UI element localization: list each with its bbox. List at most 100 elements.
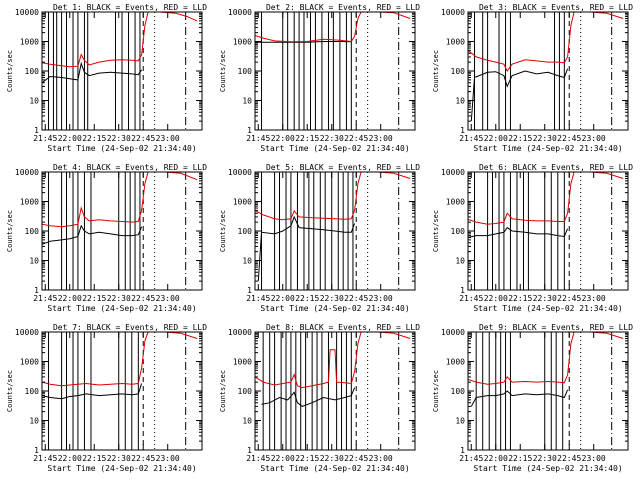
x-axis-label: Start Time (24-Sep-02 21:34:40): [473, 304, 622, 313]
y-tick-label: 1000: [20, 38, 39, 47]
plot-title: Det 6: BLACK = Events, RED = LLD: [479, 163, 633, 172]
x-tick-label: 23:00: [582, 134, 606, 143]
y-tick-label: 1: [460, 446, 465, 455]
y-tick-label: 1: [247, 446, 252, 455]
plot-panel-det-4: 1 10 100 1000 10000 21:45 22:00 22:15 22:30 22:45…: [6, 163, 207, 313]
y-tick-label: 10000: [15, 8, 39, 17]
plot-title: Det 1: BLACK = Events, RED = LLD: [53, 3, 207, 12]
x-tick-label: 22:15: [82, 454, 106, 463]
y-tick-label: 100: [451, 387, 466, 396]
x-tick-label: 22:00: [58, 454, 82, 463]
y-axis-label: Counts/sec: [6, 370, 14, 412]
x-tick-label: 21:45: [459, 294, 483, 303]
y-tick-label: 1: [34, 446, 39, 455]
plot-panel-det-3: 1 10 100 1000 10000 21:45 22:00 22:15 22:30 22:45…: [432, 3, 633, 153]
plot-frame: [467, 331, 629, 451]
x-axis-label: Start Time (24-Sep-02 21:34:40): [47, 464, 196, 473]
y-axis-label: Counts/sec: [219, 370, 227, 412]
x-tick-label: 22:15: [295, 294, 319, 303]
x-axis-label: Start Time (24-Sep-02 21:34:40): [473, 144, 622, 153]
series-line-events: [257, 215, 356, 282]
y-tick-label: 100: [25, 67, 40, 76]
y-tick-label: 10000: [441, 328, 465, 337]
x-tick-label: 22:30: [320, 294, 344, 303]
x-tick-label: 22:45: [131, 454, 155, 463]
plot-title: Det 5: BLACK = Events, RED = LLD: [266, 163, 420, 172]
x-tick-label: 22:30: [533, 294, 557, 303]
y-tick-label: 1: [34, 286, 39, 295]
y-tick-label: 10000: [441, 8, 465, 17]
x-tick-label: 22:30: [320, 454, 344, 463]
x-tick-label: 22:45: [557, 294, 581, 303]
x-tick-label: 22:30: [107, 134, 131, 143]
y-tick-label: 1000: [233, 358, 252, 367]
x-tick-label: 21:45: [459, 134, 483, 143]
x-tick-label: 22:45: [344, 294, 368, 303]
x-tick-label: 22:15: [508, 294, 532, 303]
plot-panel-det-5: 1 10 100 1000 10000 21:45 22:00 22:15 22:30 22:45…: [219, 163, 420, 313]
y-tick-label: 10: [455, 417, 465, 426]
y-axis-label: Counts/sec: [432, 210, 440, 252]
y-axis-label: Counts/sec: [432, 370, 440, 412]
x-axis-label: Start Time (24-Sep-02 21:34:40): [473, 464, 622, 473]
y-tick-label: 10: [29, 417, 39, 426]
series-line-events: [42, 224, 143, 245]
x-axis-label: Start Time (24-Sep-02 21:34:40): [260, 464, 409, 473]
series-line-lld: [42, 331, 198, 387]
x-tick-label: 22:15: [508, 454, 532, 463]
x-axis-label: Start Time (24-Sep-02 21:34:40): [47, 304, 196, 313]
x-tick-label: 22:00: [484, 134, 508, 143]
plot-frame: [467, 11, 629, 131]
x-tick-label: 22:30: [107, 294, 131, 303]
y-tick-label: 1: [247, 286, 252, 295]
y-tick-label: 100: [238, 67, 253, 76]
plot-title: Det 4: BLACK = Events, RED = LLD: [53, 163, 207, 172]
y-tick-label: 1: [460, 286, 465, 295]
y-axis-label: Counts/sec: [219, 210, 227, 252]
y-tick-label: 100: [25, 387, 40, 396]
x-axis-label: Start Time (24-Sep-02 21:34:40): [260, 304, 409, 313]
x-tick-label: 22:00: [58, 134, 82, 143]
x-tick-label: 23:00: [156, 454, 180, 463]
y-tick-label: 1000: [446, 198, 465, 207]
series-line-events: [261, 387, 356, 407]
y-tick-label: 10000: [441, 168, 465, 177]
y-tick-label: 1: [247, 126, 252, 135]
x-tick-label: 22:30: [320, 134, 344, 143]
y-tick-label: 1000: [20, 198, 39, 207]
y-tick-label: 100: [238, 387, 253, 396]
plot-panel-det-6: 1 10 100 1000 10000 21:45 22:00 22:15 22:30 22:45…: [432, 163, 633, 313]
y-tick-label: 10000: [228, 168, 252, 177]
plot-frame: [254, 11, 416, 131]
x-tick-label: 22:30: [533, 454, 557, 463]
x-tick-label: 22:45: [557, 134, 581, 143]
x-tick-label: 23:00: [582, 454, 606, 463]
x-tick-label: 22:00: [271, 134, 295, 143]
plot-title: Det 2: BLACK = Events, RED = LLD: [266, 3, 420, 12]
y-tick-label: 10: [242, 257, 252, 266]
x-tick-label: 21:45: [246, 454, 270, 463]
series-line-events: [470, 68, 569, 122]
plot-title: Det 3: BLACK = Events, RED = LLD: [479, 3, 633, 12]
plot-panel-det-8: 1 10 100 1000 10000 21:45 22:00 22:15 22:30 22:45…: [219, 323, 420, 473]
x-tick-label: 22:30: [107, 454, 131, 463]
y-tick-label: 10: [242, 417, 252, 426]
y-tick-label: 10: [455, 97, 465, 106]
x-tick-label: 22:15: [295, 454, 319, 463]
plot-title: Det 8: BLACK = Events, RED = LLD: [266, 323, 420, 332]
x-tick-label: 22:45: [344, 134, 368, 143]
x-tick-label: 21:45: [459, 454, 483, 463]
x-tick-label: 23:00: [156, 294, 180, 303]
x-tick-label: 22:00: [271, 454, 295, 463]
x-tick-label: 22:15: [295, 134, 319, 143]
x-tick-label: 22:45: [131, 134, 155, 143]
y-tick-label: 10: [455, 257, 465, 266]
series-line-lld: [255, 171, 411, 221]
series-line-lld: [42, 171, 198, 228]
y-tick-label: 1: [34, 126, 39, 135]
y-tick-label: 10: [29, 97, 39, 106]
y-tick-label: 100: [451, 67, 466, 76]
series-line-events: [470, 389, 569, 407]
plot-panel-det-2: 1 10 100 1000 10000 21:45 22:00 22:15 22:30 22:45…: [219, 3, 420, 153]
y-tick-label: 100: [451, 227, 466, 236]
